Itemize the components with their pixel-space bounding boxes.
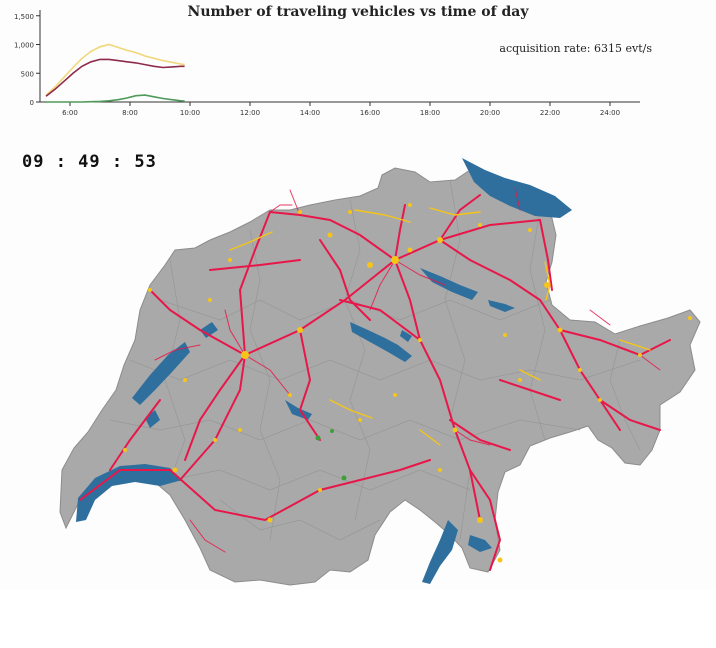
switzerland-map — [59, 158, 701, 586]
lake-neuchatel-2 — [145, 410, 160, 428]
x-tick-label: 24:00 — [600, 109, 620, 117]
time-clock: 09 : 49 : 53 — [22, 152, 157, 172]
y-tick-label: 1,000 — [14, 42, 34, 50]
series-line-2 — [45, 58, 185, 97]
land-mass — [59, 167, 701, 586]
lake-zurich — [420, 268, 478, 300]
lake-biel — [200, 322, 218, 338]
x-tick-label: 8:00 — [122, 109, 138, 117]
x-tick-label: 20:00 — [480, 109, 500, 117]
x-tick-label: 22:00 — [540, 109, 560, 117]
lake-constance — [462, 158, 572, 218]
x-tick-label: 10:00 — [180, 109, 200, 117]
y-tick-label: 1,500 — [14, 13, 34, 21]
y-tick-label: 0 — [30, 99, 34, 107]
municipality-borders — [109, 179, 641, 541]
y-tick-label: 500 — [21, 70, 34, 78]
other-traffic — [315, 429, 347, 481]
lake-geneva — [76, 464, 182, 522]
x-tick-label: 14:00 — [300, 109, 320, 117]
x-tick-label: 6:00 — [62, 109, 78, 117]
lake-lugano — [468, 535, 492, 552]
x-tick-label: 16:00 — [360, 109, 380, 117]
lakes — [76, 158, 572, 584]
visualization-panel: 0 500 1,000 1,500 6:00 8:00 10:00 12:00 14:00 16:… — [13, 4, 701, 586]
series-line-3 — [46, 94, 185, 103]
lake-walen — [488, 300, 515, 312]
vehicles-chart: 0 500 1,000 1,500 6:00 8:00 10:00 12:00 14:00 16:… — [14, 10, 640, 117]
train-traffic — [123, 203, 692, 563]
series-line-1 — [45, 43, 185, 96]
car-traffic-thin — [154, 187, 661, 553]
lake-maggiore — [422, 520, 458, 584]
lake-lucerne — [350, 322, 412, 362]
x-tick-label: 18:00 — [420, 109, 440, 117]
blank-area — [0, 590, 716, 648]
train-streaks — [229, 207, 651, 446]
x-tick-label: 12:00 — [240, 109, 260, 117]
lake-thun — [285, 400, 312, 420]
lake-neuchatel — [132, 342, 190, 405]
acquisition-rate: acquisition rate: 6315 evt/s — [499, 42, 652, 55]
chart-title: Number of traveling vehicles vs time of … — [187, 4, 529, 20]
lake-sarnen — [400, 330, 412, 342]
